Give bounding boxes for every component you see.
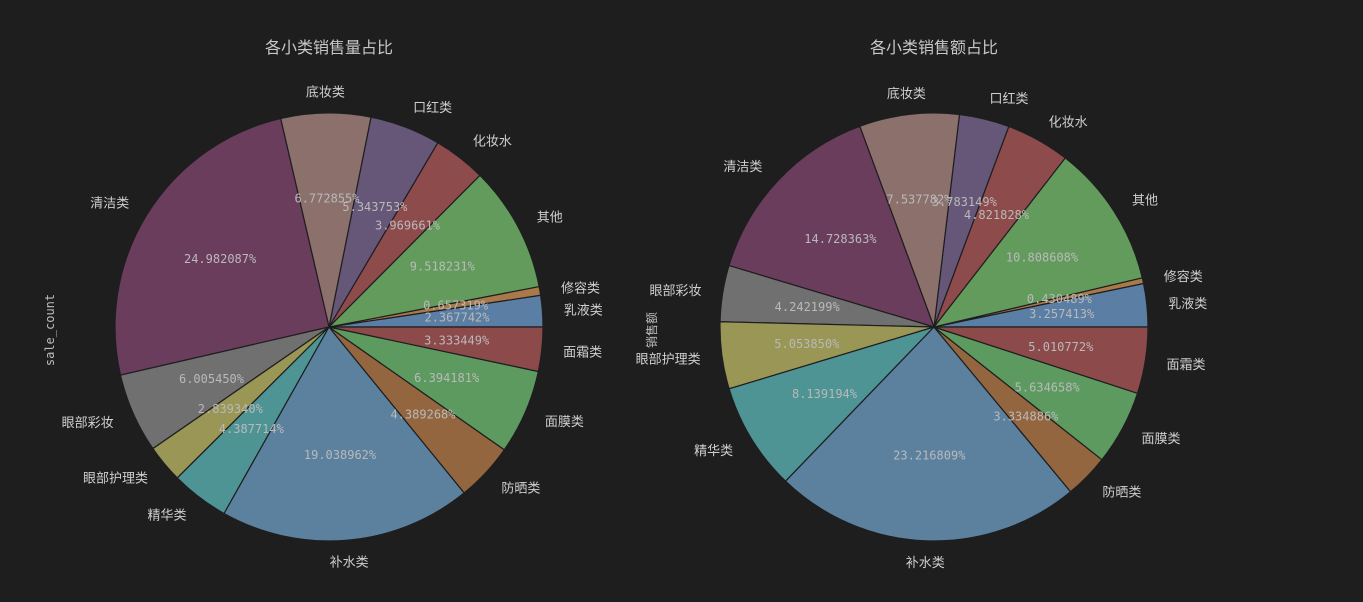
- pie-percent-label: 4.389268%: [390, 407, 456, 421]
- pie-percent-label: 5.634658%: [1015, 381, 1081, 395]
- pie-percent-label: 6.772855%: [294, 192, 360, 206]
- pie-percent-label: 0.430489%: [1027, 292, 1093, 306]
- chart-title: 各小类销售量占比: [265, 38, 393, 57]
- pie-category-label: 防晒类: [1102, 485, 1141, 501]
- pie-category-label: 防晒类: [501, 480, 540, 496]
- pie-percent-label: 8.139194%: [792, 387, 858, 401]
- pie-category-label: 乳液类: [1168, 297, 1207, 312]
- pie-category-label: 补水类: [906, 556, 945, 571]
- pie-category-label: 眼部彩妆: [62, 416, 114, 431]
- pie-percent-label: 24.982087%: [184, 252, 257, 266]
- pie-category-label: 眼部彩妆: [649, 284, 701, 299]
- pie-percent-label: 9.518231%: [410, 260, 476, 274]
- pie-percent-label: 10.808608%: [1006, 251, 1079, 265]
- chart-title: 各小类销售额占比: [870, 38, 998, 57]
- pie-percent-label: 19.038962%: [304, 448, 377, 462]
- pie-percent-labels: 3.257413%0.430489% 10.808608% 4.821828%3.7…: [774, 193, 1095, 463]
- pie-category-label: 清洁类: [723, 160, 762, 175]
- pie-percent-label: 6.394181%: [414, 371, 480, 385]
- pie-slice-2: [327, 174, 540, 328]
- pie-category-label: 清洁类: [90, 196, 129, 211]
- pie-percent-label: 5.010772%: [1028, 340, 1094, 354]
- pie-category-label: 眼部护理类: [636, 353, 701, 368]
- pie-category-label: 补水类: [330, 556, 369, 571]
- pie-category-label: 其他: [1132, 194, 1158, 209]
- pie-category-label: 化妆水: [1049, 115, 1088, 130]
- pie-category-label: 乳液类: [564, 304, 603, 319]
- pie-category-label: 精华类: [694, 444, 733, 459]
- pie-percent-labels: 2.367742%0.657319% 9.518231% 3.969661% 5.34…: [179, 192, 490, 462]
- pie-category-label: 面霜类: [1167, 358, 1206, 373]
- pie-category-label: 口红类: [413, 100, 452, 116]
- pie-category-label: 面霜类: [563, 346, 602, 361]
- pie-slices: [114, 112, 544, 542]
- pie-percent-label: 5.343753%: [342, 200, 408, 214]
- pie-percent-label: 2.367742%: [424, 311, 490, 325]
- pie-percent-label: 4.242199%: [775, 300, 841, 314]
- pie-slice-6: [114, 117, 330, 376]
- pie-percent-label: 3.334886%: [993, 410, 1059, 424]
- pie-category-label: 化妆水: [473, 135, 512, 150]
- pie-percent-label: 5.053850%: [774, 337, 840, 351]
- pie-category-label: 底妆类: [306, 85, 345, 101]
- pie-category-label: 其他: [537, 210, 563, 225]
- pie-category-label: 面膜类: [545, 415, 584, 430]
- pie-percent-label: 0.657319%: [423, 298, 489, 312]
- pie-category-label: 底妆类: [887, 86, 926, 102]
- pie-percent-label: 7.537782%: [886, 193, 952, 207]
- pie-percent-label: 3.333449%: [424, 333, 490, 347]
- pie-percent-label: 23.216809%: [893, 448, 966, 462]
- sale-count-pie-chart: 各小类销售量占比 sale_count 2.367742%0.657319% 9.…: [43, 38, 603, 571]
- pie-percent-label: 4.821828%: [964, 208, 1030, 222]
- pie-slice-10: [223, 325, 466, 542]
- pie-percent-label: 3.257413%: [1029, 307, 1095, 321]
- pie-slice-13: [328, 326, 544, 373]
- pie-category-label: 修容类: [1164, 269, 1203, 285]
- pie-category-label: 面膜类: [1142, 432, 1181, 447]
- y-axis-label: 销售额: [644, 312, 659, 348]
- pie-category-label: 口红类: [990, 91, 1029, 107]
- pie-percent-label: 6.005450%: [179, 372, 245, 386]
- y-axis-label: sale_count: [43, 294, 57, 366]
- pie-category-label: 眼部护理类: [83, 472, 148, 487]
- pie-slice-13: [933, 326, 1149, 395]
- sale-amount-pie-chart: 各小类销售额占比 销售额 3.257413%0.430489% 10.808608…: [636, 38, 1208, 571]
- pie-category-label: 精华类: [147, 508, 186, 523]
- pie-slice-5: [858, 112, 961, 328]
- pie-percent-label: 14.728363%: [804, 232, 877, 246]
- pie-slices: [719, 112, 1149, 542]
- pie-category-label: 修容类: [561, 280, 600, 296]
- pie-percent-label: 2.839340%: [198, 402, 264, 416]
- pie-slice-9: [728, 325, 937, 483]
- pie-slice-6: [728, 125, 935, 328]
- pie-percent-label: 3.969661%: [375, 218, 441, 232]
- pie-slice-10: [784, 326, 1072, 542]
- pie-percent-label: 3.783149%: [932, 195, 998, 209]
- pie-slice-2: [932, 157, 1144, 328]
- pie-percent-label: 4.387714%: [219, 422, 285, 436]
